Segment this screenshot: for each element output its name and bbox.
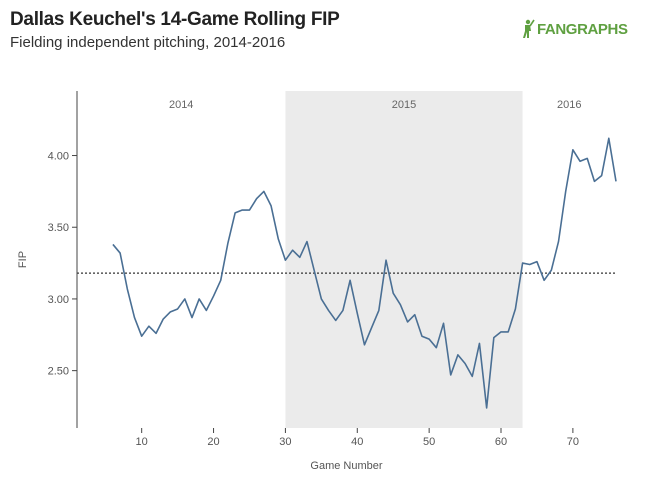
data-point <box>291 249 294 252</box>
data-point <box>500 331 503 334</box>
data-point <box>327 309 330 312</box>
data-point <box>191 316 194 319</box>
season-bands <box>285 91 523 428</box>
data-point <box>356 312 359 315</box>
data-point <box>234 211 237 214</box>
data-point <box>456 353 459 356</box>
data-point <box>334 319 337 322</box>
data-point <box>255 197 258 200</box>
data-point <box>183 298 186 301</box>
data-point <box>133 316 136 319</box>
data-point <box>449 374 452 377</box>
data-point <box>507 331 510 334</box>
fangraphs-logo: FANGRAPHS <box>519 18 628 40</box>
data-point <box>349 279 352 282</box>
x-tick-label: 20 <box>207 436 219 448</box>
logo-wordmark: FANGRAPHS <box>537 20 628 38</box>
y-tick-label: 3.50 <box>48 222 69 234</box>
data-point <box>377 309 380 312</box>
data-point <box>571 148 574 151</box>
x-tick-label: 40 <box>351 436 363 448</box>
data-point <box>342 309 345 312</box>
data-point <box>155 332 158 335</box>
y-tick-label: 3.00 <box>48 294 69 306</box>
data-point <box>528 263 531 266</box>
data-point <box>147 325 150 328</box>
data-point <box>363 343 366 346</box>
x-tick-label: 60 <box>495 436 507 448</box>
data-point <box>140 335 143 338</box>
data-point <box>227 242 230 245</box>
y-tick-label: 2.50 <box>48 366 69 378</box>
data-point <box>464 362 467 365</box>
data-point <box>212 295 215 298</box>
y-tick-label: 4.00 <box>48 151 69 163</box>
data-point <box>248 209 251 212</box>
data-point <box>593 180 596 183</box>
data-point <box>536 260 539 263</box>
data-point <box>219 279 222 282</box>
x-axis-title: Game Number <box>310 460 382 472</box>
data-point <box>421 335 424 338</box>
y-axis-ticks: 2.50 3.00 3.50 4.00 <box>48 151 77 378</box>
season-label-2016: 2016 <box>557 99 581 111</box>
data-point <box>162 318 165 321</box>
data-point <box>615 180 618 183</box>
data-point <box>370 326 373 329</box>
y-axis-title: FIP <box>17 251 29 268</box>
data-point <box>543 279 546 282</box>
data-point <box>306 240 309 243</box>
data-point <box>320 298 323 301</box>
x-axis-ticks: 10 20 30 40 50 60 70 <box>136 428 579 448</box>
data-point <box>485 407 488 410</box>
data-point <box>442 322 445 325</box>
x-tick-label: 50 <box>423 436 435 448</box>
data-point <box>126 287 129 290</box>
data-point <box>428 338 431 341</box>
season-label-2014: 2014 <box>169 99 193 111</box>
data-point <box>550 269 553 272</box>
data-point <box>298 256 301 259</box>
x-tick-label: 30 <box>279 436 291 448</box>
season-band-2015 <box>285 91 523 428</box>
data-point <box>270 204 273 207</box>
data-point <box>205 309 208 312</box>
data-point <box>492 336 495 339</box>
data-point <box>579 160 582 163</box>
data-point <box>112 243 115 246</box>
data-point <box>313 269 316 272</box>
data-point <box>169 310 172 313</box>
data-point <box>435 346 438 349</box>
data-point <box>607 137 610 140</box>
data-point <box>198 298 201 301</box>
fip-series-line <box>112 137 617 409</box>
data-point <box>406 320 409 323</box>
batter-silhouette-icon <box>523 19 535 38</box>
data-point <box>514 308 517 311</box>
data-point <box>277 237 280 240</box>
season-labels: 2014 2015 2016 <box>169 99 582 111</box>
x-tick-label: 10 <box>136 436 148 448</box>
data-point <box>392 292 395 295</box>
data-point <box>600 174 603 177</box>
data-point <box>521 262 524 265</box>
data-point <box>478 342 481 345</box>
data-point <box>284 259 287 262</box>
data-point <box>176 308 179 311</box>
data-point <box>119 252 122 255</box>
season-label-2015: 2015 <box>392 99 416 111</box>
data-point <box>557 240 560 243</box>
data-point <box>399 303 402 306</box>
x-tick-label: 70 <box>567 436 579 448</box>
chart-title: Dallas Keuchel's 14-Game Rolling FIP <box>10 9 340 30</box>
data-point <box>471 375 474 378</box>
data-point <box>413 313 416 316</box>
data-point <box>241 209 244 212</box>
data-point <box>586 157 589 160</box>
data-point <box>262 190 265 193</box>
chart-subtitle: Fielding independent pitching, 2014-2016 <box>10 34 286 51</box>
data-point <box>385 259 388 262</box>
data-point <box>564 190 567 193</box>
